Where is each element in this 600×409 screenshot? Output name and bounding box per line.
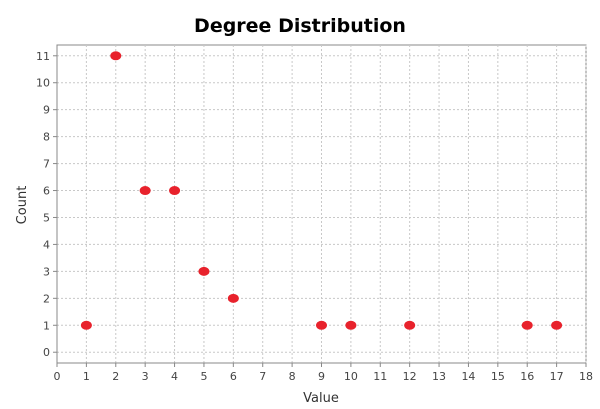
x-tick-label: 1: [83, 370, 90, 383]
x-tick-label: 2: [112, 370, 119, 383]
x-tick-label: 18: [579, 370, 593, 383]
data-point: [169, 186, 181, 196]
x-tick-label: 17: [550, 370, 564, 383]
x-tick-label: 9: [318, 370, 325, 383]
y-tick-label: 11: [36, 50, 50, 63]
data-point: [404, 320, 416, 330]
y-tick-label: 4: [43, 238, 50, 251]
y-tick-label: 9: [43, 104, 50, 117]
y-tick-label: 2: [43, 292, 50, 305]
x-tick-label: 11: [373, 370, 387, 383]
x-tick-label: 14: [461, 370, 475, 383]
x-tick-label: 16: [520, 370, 534, 383]
x-tick-label: 7: [259, 370, 266, 383]
axes: [53, 45, 587, 367]
x-tick-label: 0: [54, 370, 61, 383]
y-tick-label: 0: [43, 346, 50, 359]
data-point: [110, 51, 122, 61]
data-point: [139, 186, 151, 196]
y-tick-label: 5: [43, 211, 50, 224]
y-axis-label: Count: [15, 186, 30, 225]
data-point: [551, 320, 563, 330]
x-tick-label: 8: [289, 370, 296, 383]
data-point: [345, 320, 357, 330]
tick-labels: 0 1 2 3 4 5 6 7 8 9 10 11 12 13 14 15 16 17 18012345678910…: [36, 50, 593, 383]
y-tick-label: 1: [43, 319, 50, 332]
x-axis-label: Value: [303, 391, 339, 406]
x-tick-label: 12: [403, 370, 417, 383]
x-tick-label: 6: [230, 370, 237, 383]
x-tick-label: 15: [491, 370, 505, 383]
y-tick-label: 10: [36, 77, 50, 90]
y-tick-label: 8: [43, 131, 50, 144]
x-tick-label: 13: [432, 370, 446, 383]
plot-area: [56, 44, 587, 364]
data-point: [316, 320, 327, 330]
y-tick-label: 7: [43, 158, 50, 171]
y-tick-label: 6: [43, 185, 50, 198]
grid-lines: [56, 45, 587, 363]
data-point: [521, 320, 533, 330]
chart-title: Degree Distribution: [194, 15, 406, 37]
x-tick-label: 4: [171, 370, 178, 383]
y-tick-label: 3: [43, 265, 50, 278]
data-points: [80, 51, 563, 330]
x-tick-label: 3: [142, 370, 149, 383]
x-tick-label: 5: [200, 370, 207, 383]
x-tick-label: 10: [344, 370, 358, 383]
data-point: [198, 266, 210, 276]
data-point: [80, 320, 92, 330]
data-point: [227, 293, 239, 303]
